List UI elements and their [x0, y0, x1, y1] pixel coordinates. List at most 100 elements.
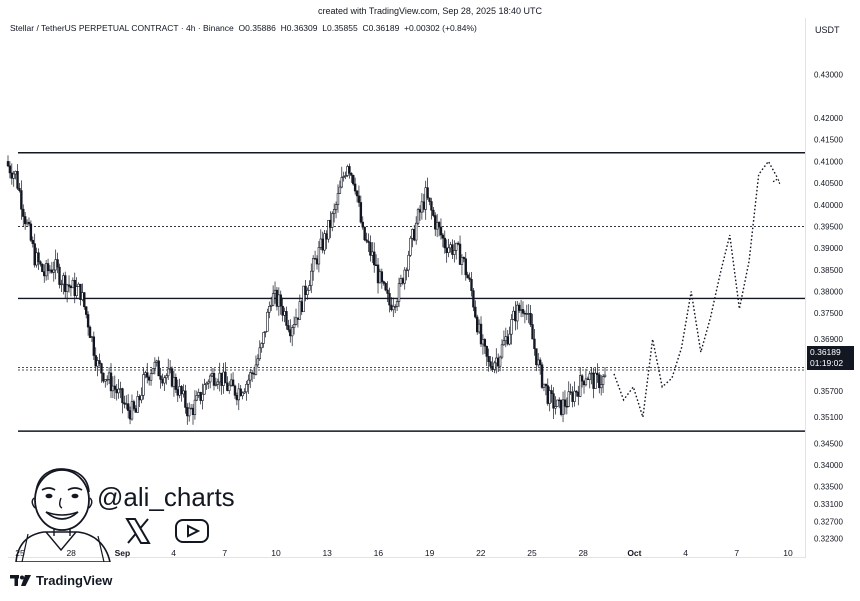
candle-up: [407, 254, 410, 271]
candle-up: [245, 383, 248, 393]
x-tick-label: 16: [374, 548, 384, 558]
candle-down: [540, 364, 544, 388]
candle-down: [315, 258, 319, 265]
horizontal-levels: [18, 152, 805, 432]
candle-up: [512, 310, 515, 320]
candle-down: [458, 243, 462, 265]
candle-down: [456, 242, 460, 245]
candle-up: [254, 364, 258, 375]
candle-down: [596, 372, 599, 376]
candle-down: [161, 379, 164, 384]
candle-down: [321, 238, 324, 251]
candle-down: [56, 259, 59, 268]
candle-down: [586, 378, 590, 380]
candle-down: [184, 390, 187, 408]
candle-down: [489, 361, 492, 367]
candle-down: [418, 209, 422, 213]
candle-up: [189, 407, 193, 410]
youtube-play-icon[interactable]: [174, 517, 210, 545]
candle-up: [342, 176, 345, 178]
candle-up: [195, 395, 199, 401]
candle-down: [29, 223, 33, 241]
candle-up: [140, 395, 143, 401]
candle-down: [109, 372, 113, 392]
candle-up: [187, 407, 191, 417]
tradingview-brand[interactable]: TradingView: [10, 573, 112, 588]
candle-up: [104, 379, 107, 382]
candle-down: [474, 306, 477, 318]
candle-down: [483, 339, 487, 347]
candle-down: [363, 226, 366, 241]
candle-up: [508, 333, 511, 345]
candle-up: [371, 251, 374, 256]
candle-down: [382, 281, 385, 284]
candle-up: [12, 173, 15, 179]
candle-up: [453, 250, 456, 255]
candle-up: [584, 378, 588, 386]
x-tick-label: 7: [222, 548, 227, 558]
candle-down: [531, 324, 534, 340]
candle-down: [430, 201, 433, 211]
candle-down: [79, 283, 82, 300]
candle-down: [121, 388, 124, 404]
candle-up: [125, 403, 128, 405]
last-price: 0.36189: [810, 347, 841, 357]
candle-down: [252, 373, 256, 375]
tradingview-logo-icon: [10, 575, 31, 586]
candle-down: [313, 258, 317, 260]
candle-up: [414, 222, 418, 241]
candle-up: [411, 229, 414, 239]
price-unit: USDT: [815, 25, 840, 35]
candle-up: [62, 275, 65, 285]
candle-up: [96, 360, 99, 367]
candle-up: [323, 233, 326, 251]
author-handle: @ali_charts: [97, 482, 235, 512]
candle-down: [487, 356, 490, 363]
candle-down: [434, 215, 437, 230]
candle-down: [367, 240, 370, 243]
price-axis[interactable]: 0.43000 0.42000 0.41500 0.41000 0.40500 0.400…: [814, 71, 843, 544]
candle-down: [73, 279, 76, 296]
projection-line: [613, 160, 779, 418]
candle-up: [308, 285, 311, 291]
y-tick-label: 0.39500: [814, 222, 843, 231]
candle-down: [472, 290, 475, 308]
candle-down: [235, 395, 239, 401]
candle-down: [18, 187, 21, 191]
candle-down: [115, 389, 118, 394]
candle-up: [556, 399, 559, 407]
candle-up: [153, 361, 157, 369]
candle-up: [548, 390, 551, 404]
x-logo-icon[interactable]: [124, 517, 152, 545]
candle-down: [353, 183, 357, 192]
candle-up: [48, 269, 52, 272]
candle-up: [107, 372, 111, 380]
candle-up: [311, 258, 315, 272]
candle-up: [561, 399, 565, 415]
candle-up: [201, 393, 204, 401]
candle-up: [54, 259, 57, 271]
candle-up: [222, 371, 225, 386]
candle-down: [88, 326, 92, 338]
candle-up: [270, 304, 273, 307]
candle-up: [65, 284, 69, 292]
candle-up: [214, 384, 218, 386]
time-axis[interactable]: 25 28 Sep 4 7 10 13 16 19 22 25 28 Oct 4 7 10: [15, 548, 793, 558]
candle-up: [510, 319, 513, 335]
candle-down: [428, 197, 431, 202]
x-tick-label: 4: [171, 548, 176, 558]
candle-down: [535, 348, 538, 366]
candle-down: [413, 229, 416, 241]
candle-down: [31, 239, 34, 244]
candle-up: [601, 376, 605, 385]
candle-up: [277, 294, 281, 307]
y-tick-label: 0.34000: [814, 461, 843, 470]
candle-up: [182, 390, 185, 395]
candle-up: [527, 313, 530, 315]
candle-down: [441, 234, 445, 239]
candle-up: [346, 166, 349, 176]
candle-down: [37, 252, 40, 263]
candle-up: [331, 213, 334, 228]
candle-up: [603, 374, 607, 377]
